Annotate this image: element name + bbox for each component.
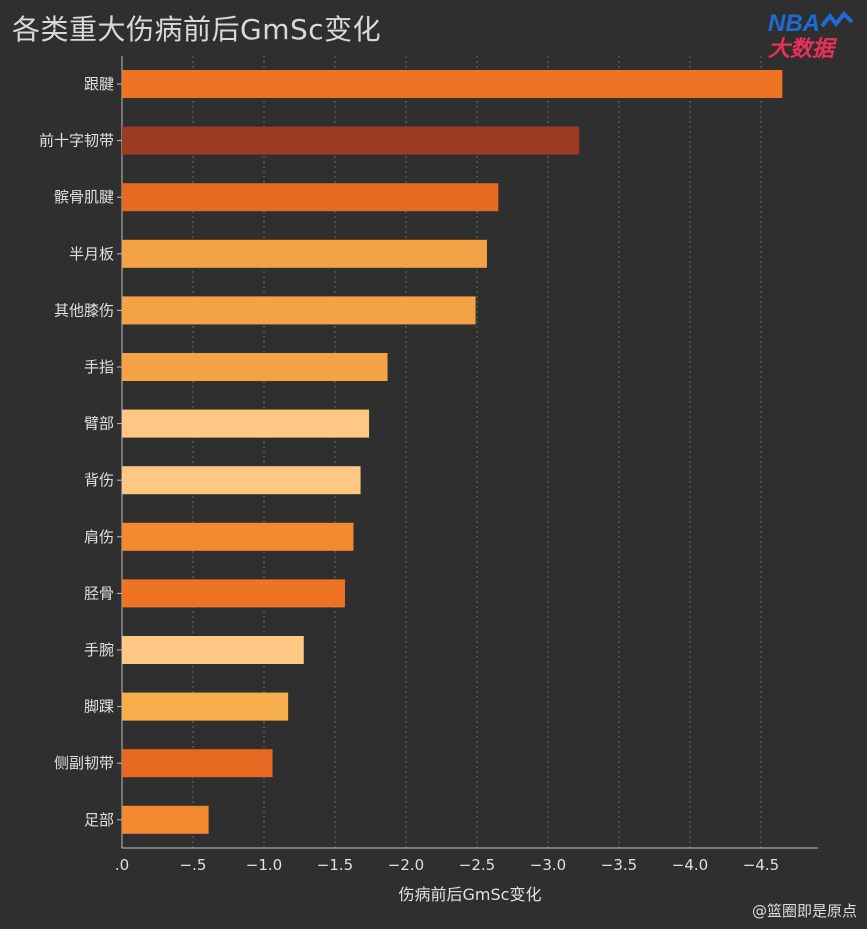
category-label: 其他膝伤 — [54, 301, 114, 319]
category-label: 足部 — [84, 811, 114, 829]
x-tick-label: −1.5 — [317, 856, 353, 874]
bar — [122, 126, 580, 155]
category-label: 半月板 — [69, 245, 114, 263]
bar — [122, 522, 354, 551]
bar — [122, 466, 361, 495]
x-tick-label: −4.0 — [672, 856, 708, 874]
nba-data-logo: NBA 大数据 — [768, 10, 854, 60]
x-tick-label: −4.5 — [743, 856, 779, 874]
category-label: 手指 — [84, 358, 114, 376]
category-label: 髌骨肌腱 — [54, 188, 114, 206]
x-tick-label: −2.5 — [459, 856, 495, 874]
bar — [122, 692, 289, 721]
category-label: 手腕 — [84, 641, 114, 659]
x-tick-label: −3.5 — [601, 856, 637, 874]
category-label: 背伤 — [84, 471, 114, 489]
svg-text:NBA: NBA — [768, 10, 820, 37]
bar — [122, 353, 388, 381]
bar — [122, 409, 370, 438]
x-tick-label: −3.0 — [530, 856, 566, 874]
category-label: 肩伤 — [84, 528, 114, 546]
bar — [122, 636, 304, 664]
bar — [122, 805, 209, 834]
category-label: 跟腱 — [84, 75, 114, 93]
chart-title: 各类重大伤病前后GmSc变化 — [12, 13, 382, 46]
bar — [122, 239, 487, 268]
category-label: 脚踝 — [84, 698, 114, 716]
x-tick-label: −.5 — [180, 856, 207, 874]
bar — [122, 296, 476, 325]
credit-text: @篮圈即是原点 — [751, 902, 857, 920]
category-label: 臂部 — [84, 415, 114, 433]
svg-text:大数据: 大数据 — [768, 37, 838, 60]
bar — [122, 579, 345, 608]
x-axis-title: 伤病前后GmSc变化 — [399, 885, 542, 904]
category-label: 前十字韧带 — [39, 132, 114, 150]
bar — [122, 183, 499, 212]
x-tick-label: −1.0 — [246, 856, 282, 874]
x-tick-label: −2.0 — [388, 856, 424, 874]
category-label: 侧副韧带 — [54, 754, 114, 772]
category-label: 胫骨 — [84, 584, 114, 602]
bar — [122, 749, 273, 778]
bar — [122, 70, 783, 98]
x-tick-label: .0 — [115, 856, 129, 874]
